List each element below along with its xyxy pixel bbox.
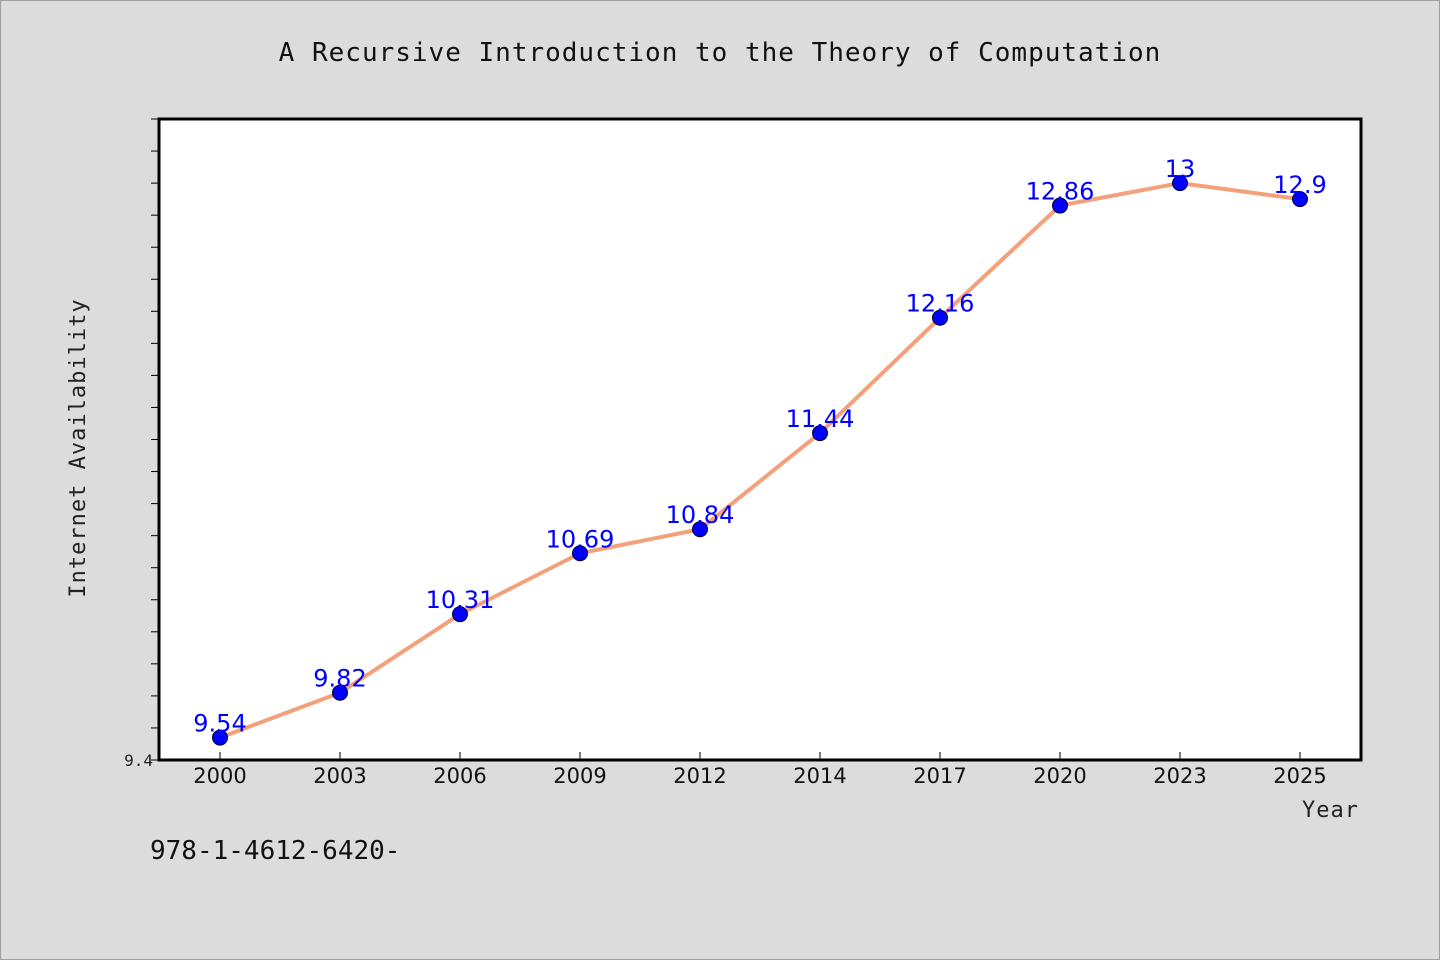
y-axis-label: Internet Availability — [66, 298, 91, 597]
data-label: 11.44 — [786, 405, 855, 433]
data-label: 12.9 — [1273, 171, 1326, 199]
data-point — [812, 425, 828, 442]
data-point — [932, 309, 948, 326]
data-label: 10.84 — [666, 501, 735, 529]
data-point — [212, 729, 228, 746]
footer-code: 978-1-4612-6420- — [150, 836, 401, 866]
data-label: 12.86 — [1026, 178, 1095, 206]
data-point — [1052, 197, 1068, 214]
x-tick-label: 2012 — [673, 764, 726, 788]
x-tick-label: 2017 — [913, 764, 966, 788]
data-label: 13 — [1165, 155, 1196, 183]
series-line — [218, 181, 1302, 740]
x-tick-label: 2006 — [433, 764, 486, 788]
data-label: 12.16 — [906, 290, 975, 318]
x-tick-label: 2025 — [1273, 764, 1326, 788]
x-axis-label: Year — [1302, 798, 1359, 823]
x-tick-label: 2009 — [553, 764, 606, 788]
x-tick-label: 2003 — [313, 764, 366, 788]
y-axis-ticks — [151, 118, 159, 761]
y-tick-label: 9.4 — [124, 751, 153, 770]
data-point — [1172, 175, 1188, 192]
data-label: 10.69 — [546, 525, 615, 553]
x-axis-tick-labels: 2000 2003 2006 2009 2012 2014 2017 2020 2023 2025 — [193, 764, 1326, 788]
series-markers — [212, 175, 1308, 746]
data-point — [452, 606, 468, 623]
data-point — [1292, 191, 1308, 208]
chart-title: A Recursive Introduction to the Theory o… — [279, 38, 1162, 68]
x-tick-label: 2000 — [193, 764, 246, 788]
x-tick-label: 2023 — [1153, 764, 1206, 788]
data-label: 9.82 — [313, 665, 366, 693]
x-axis-ticks — [219, 752, 1301, 760]
data-point — [572, 545, 588, 562]
data-point — [692, 521, 708, 538]
x-tick-label: 2020 — [1033, 764, 1086, 788]
y-axis-tick-labels: 9.4 — [124, 751, 153, 770]
data-label: 10.31 — [426, 586, 495, 614]
data-labels: 9.54 9.82 10.31 10.69 10.84 11.44 12.16 12.86 13… — [193, 155, 1326, 737]
data-label: 9.54 — [193, 710, 246, 738]
x-tick-label: 2014 — [793, 764, 846, 788]
plot-area — [157, 117, 1363, 762]
data-point — [332, 684, 348, 701]
